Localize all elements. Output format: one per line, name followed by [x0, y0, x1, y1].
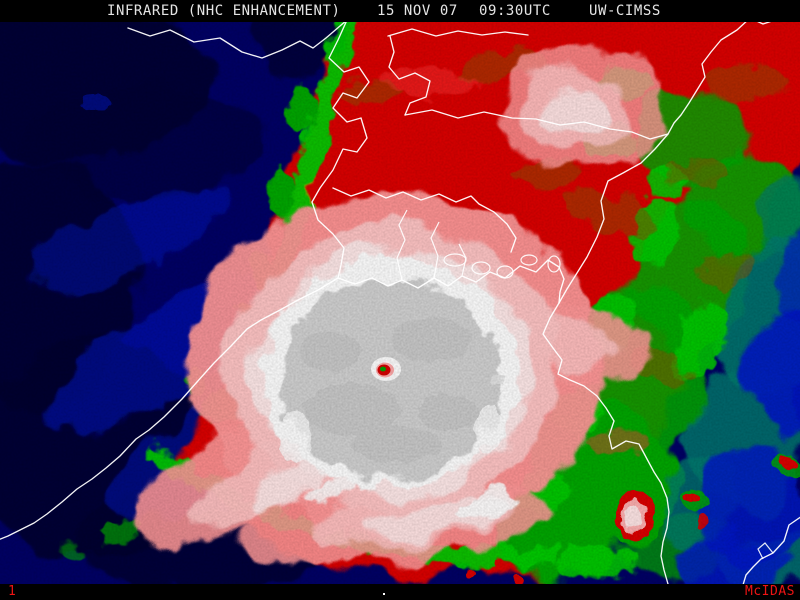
status-bar: 1 McIDAS [0, 584, 800, 600]
header-bar: INFRARED (NHC ENHANCEMENT) 15 NOV 07 09:… [0, 0, 800, 22]
frame-number: 1 [8, 584, 17, 599]
product-label: INFRARED (NHC ENHANCEMENT) [107, 3, 341, 19]
india-east-coast [0, 277, 339, 540]
image-date: 15 NOV 07 [377, 3, 458, 19]
source-label: UW-CIMSS [589, 3, 661, 19]
north-india-border [127, 19, 348, 59]
sensor-grain [0, 22, 800, 584]
coastline-overlay [0, 17, 800, 586]
mcidas-label: McIDAS [745, 584, 795, 599]
east-border [558, 17, 751, 304]
se-coast-hook [742, 516, 800, 586]
image-time: 09:30UTC [479, 3, 551, 19]
delta-north-border [332, 187, 517, 253]
myanmar-coast [542, 302, 670, 585]
pixel-artifact [383, 593, 385, 595]
bengal-west-border [311, 19, 370, 279]
